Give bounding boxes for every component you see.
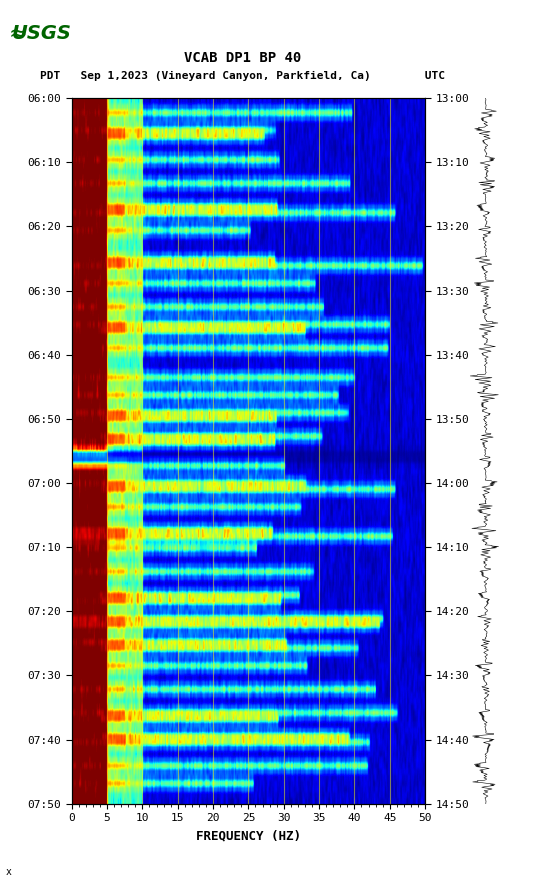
Text: VCAB DP1 BP 40: VCAB DP1 BP 40 [184,51,301,65]
Text: x: x [6,867,12,877]
Text: ≈: ≈ [9,23,28,44]
X-axis label: FREQUENCY (HZ): FREQUENCY (HZ) [196,829,301,842]
Text: USGS: USGS [12,24,72,43]
Text: PDT   Sep 1,2023 (Vineyard Canyon, Parkfield, Ca)        UTC: PDT Sep 1,2023 (Vineyard Canyon, Parkfie… [40,71,445,81]
